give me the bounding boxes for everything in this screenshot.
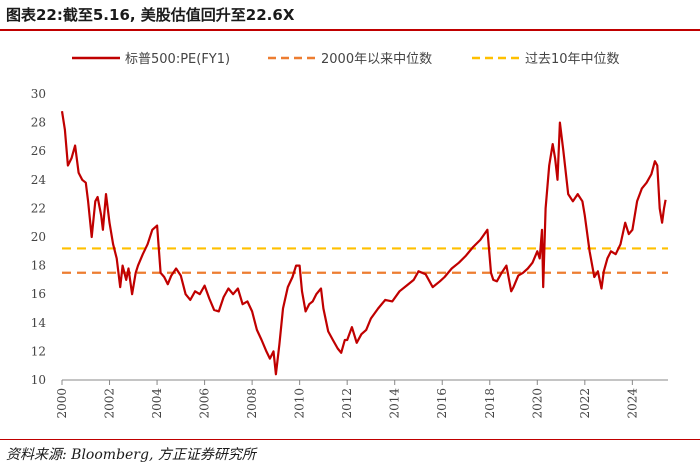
figure-title: 图表22:截至5.16, 美股估值回升至22.6X xyxy=(6,6,295,24)
source-separator xyxy=(0,439,700,440)
x-tick-label-2004: 2004 xyxy=(150,388,164,419)
y-tick-label-14: 14 xyxy=(31,316,47,330)
pe-series-line xyxy=(60,111,667,376)
source-note: 资料来源: Bloomberg, 方正证券研究所 xyxy=(6,447,256,463)
median-lines xyxy=(62,247,668,274)
x-tick-label-2006: 2006 xyxy=(198,388,212,419)
x-tick-label-2014: 2014 xyxy=(388,388,402,419)
y-tick-label-12: 12 xyxy=(31,344,46,358)
y-tick-label-20: 20 xyxy=(31,230,46,244)
x-tick-label-2002: 2002 xyxy=(103,388,117,419)
x-tick-label-2016: 2016 xyxy=(435,388,449,419)
x-axis: 2000 2002 2004 2006 2008 2010 2012 2014 2016 2018… xyxy=(55,379,668,419)
x-tick-label-2018: 2018 xyxy=(483,388,497,419)
y-tick-label-24: 24 xyxy=(31,173,47,187)
y-tick-label-30: 30 xyxy=(31,87,46,101)
legend-label-0: 标普500:PE(FY1) xyxy=(125,52,230,67)
y-tick-label-16: 16 xyxy=(31,287,46,301)
title-underline xyxy=(0,29,700,31)
pe-chart: 标普500:PE(FY1) 2000年以来中位数 过去10年中位数 10 12 14 16… xyxy=(31,52,668,419)
series-layer xyxy=(60,111,667,376)
y-tick-label-26: 26 xyxy=(31,144,46,158)
legend-label-2: 过去10年中位数 xyxy=(525,52,620,67)
y-tick-label-10: 10 xyxy=(31,373,46,387)
x-tick-label-2000: 2000 xyxy=(55,388,69,419)
y-axis-labels: 10 12 14 16 18 20 22 24 26 28 30 xyxy=(31,87,47,387)
x-tick-label-2010: 2010 xyxy=(293,388,307,419)
x-tick-label-2008: 2008 xyxy=(245,388,259,419)
x-tick-label-2022: 2022 xyxy=(578,388,592,419)
x-tick-label-2020: 2020 xyxy=(530,388,544,419)
legend-label-1: 2000年以来中位数 xyxy=(321,52,432,67)
y-tick-label-22: 22 xyxy=(31,201,46,215)
y-tick-label-28: 28 xyxy=(31,116,46,130)
y-tick-label-18: 18 xyxy=(31,259,46,273)
legend: 标普500:PE(FY1) 2000年以来中位数 过去10年中位数 xyxy=(72,52,620,67)
x-tick-label-2024: 2024 xyxy=(625,388,639,419)
x-tick-label-2012: 2012 xyxy=(340,388,354,419)
